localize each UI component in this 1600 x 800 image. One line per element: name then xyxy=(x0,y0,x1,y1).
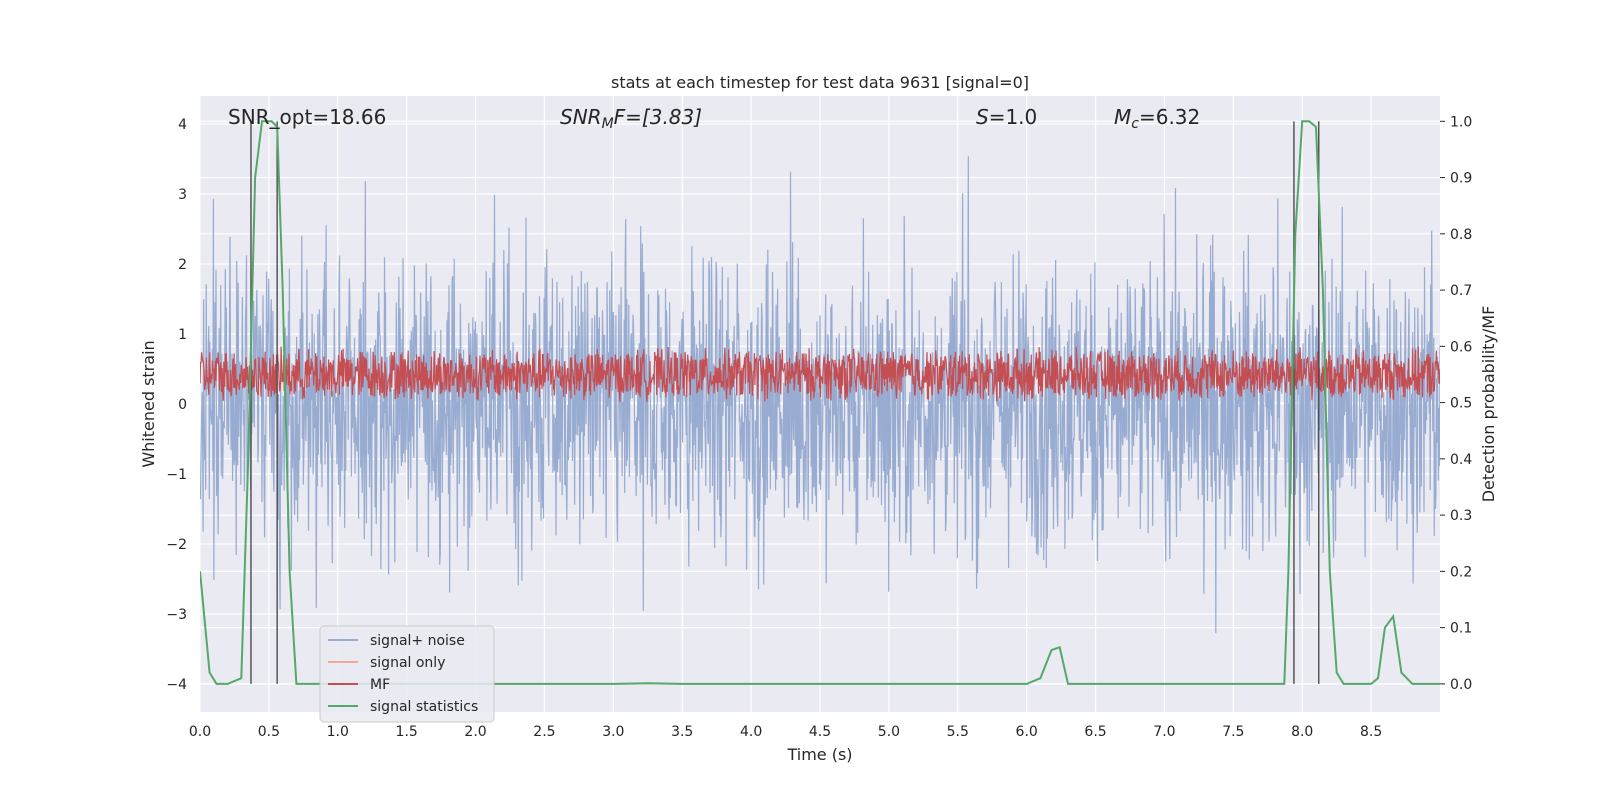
annotation-snr-opt: SNR_opt=18.66 xyxy=(228,105,386,129)
x-tick-label: 2.5 xyxy=(533,724,555,740)
annotation-snr-mf-value: F=[3.83] xyxy=(614,105,702,129)
legend-label-signal-noise: signal+ noise xyxy=(370,633,465,649)
y-tick-label: 1 xyxy=(178,327,187,343)
annotation-snr-mf-symbol: SNR xyxy=(560,105,602,129)
legend-label-mf: MF xyxy=(370,677,390,693)
x-tick-label: 2.0 xyxy=(464,724,486,740)
series-signal-noise xyxy=(200,156,1440,634)
legend: signal+ noise signal only MF signal stat… xyxy=(319,625,495,723)
y-right-axis-ticks: 1.0 0.9 0.8 0.7 0.6 0.5 0.4 0.3 0.2 0.1 0.0 xyxy=(1440,114,1472,693)
y-right-tick-label: 0.1 xyxy=(1450,621,1472,637)
annotation-s: S=1.0 xyxy=(976,105,1037,129)
annotation-s-symbol: S xyxy=(976,105,989,129)
y-tick-label: 3 xyxy=(178,187,187,203)
annotation-snr-mf-subscript: M xyxy=(602,116,614,132)
y-tick-label: 0 xyxy=(178,397,187,413)
y-right-tick-label: 1.0 xyxy=(1450,114,1472,130)
legend-label-signal-only: signal only xyxy=(370,655,445,671)
annotation-mc-value: =6.32 xyxy=(1139,105,1200,129)
y-axis-ticks: 4 3 2 1 0 −1 −2 −3 −4 xyxy=(166,117,187,693)
series-mf xyxy=(200,346,1440,403)
x-tick-label: 7.5 xyxy=(1222,724,1244,740)
annotation-mc: Mc=6.32 xyxy=(1114,105,1200,132)
x-tick-label: 1.5 xyxy=(396,724,418,740)
series-signal-statistics xyxy=(200,120,1440,685)
y-right-tick-label: 0.6 xyxy=(1450,339,1472,355)
x-tick-label: 6.0 xyxy=(1016,724,1038,740)
x-tick-label: 5.0 xyxy=(878,724,900,740)
annotation-s-value: =1.0 xyxy=(989,105,1038,129)
chart-title: stats at each timestep for test data 963… xyxy=(611,73,1029,92)
y-right-axis-label: Detection probability/MF xyxy=(1479,306,1498,503)
annotation-mc-symbol: M xyxy=(1114,105,1131,129)
x-tick-label: 0.5 xyxy=(258,724,280,740)
y-right-tick-label: 0.7 xyxy=(1450,283,1472,299)
y-right-tick-label: 0.4 xyxy=(1450,452,1472,468)
y-tick-label: 4 xyxy=(178,117,187,133)
x-tick-label: 3.0 xyxy=(602,724,624,740)
y-tick-label: −1 xyxy=(166,467,187,483)
legend-box xyxy=(319,625,495,723)
x-tick-label: 8.0 xyxy=(1291,724,1313,740)
x-tick-label: 0.0 xyxy=(189,724,211,740)
annotation-snr-mf: SNRMF=[3.83] xyxy=(560,105,702,132)
y-tick-label: 2 xyxy=(178,257,187,273)
x-tick-label: 6.5 xyxy=(1084,724,1106,740)
y-tick-label: −2 xyxy=(166,537,187,553)
y-tick-label: −3 xyxy=(166,607,187,623)
annotation-mc-subscript: c xyxy=(1131,116,1139,132)
vertical-markers xyxy=(250,121,1320,684)
x-axis-label: Time (s) xyxy=(786,745,852,764)
x-tick-label: 4.5 xyxy=(809,724,831,740)
y-tick-label: −4 xyxy=(166,677,187,693)
legend-label-signal-statistics: signal statistics xyxy=(370,699,478,715)
x-tick-label: 7.0 xyxy=(1153,724,1175,740)
x-tick-label: 5.5 xyxy=(947,724,969,740)
x-axis-ticks: 0.0 0.5 1.0 1.5 2.0 2.5 3.0 3.5 4.0 4.5 5.0 5.5 6.0 6… xyxy=(189,724,1382,740)
y-right-tick-label: 0.5 xyxy=(1450,396,1472,412)
x-tick-label: 4.0 xyxy=(740,724,762,740)
y-axis-label: Whitened strain xyxy=(139,340,158,467)
y-right-tick-label: 0.9 xyxy=(1450,171,1472,187)
y-right-tick-label: 0.3 xyxy=(1450,508,1472,524)
x-tick-label: 1.0 xyxy=(327,724,349,740)
x-tick-label: 8.5 xyxy=(1360,724,1382,740)
y-right-tick-label: 0.0 xyxy=(1450,677,1472,693)
y-right-tick-label: 0.2 xyxy=(1450,564,1472,580)
y-right-tick-label: 0.8 xyxy=(1450,227,1472,243)
x-tick-label: 3.5 xyxy=(671,724,693,740)
